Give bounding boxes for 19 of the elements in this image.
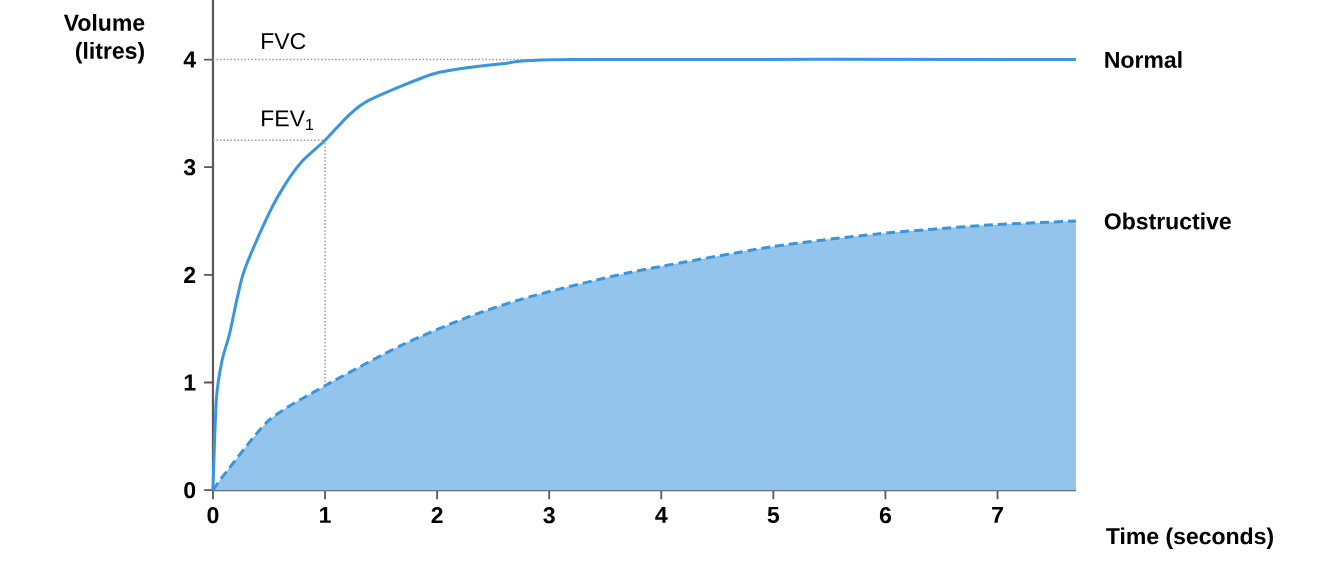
y-tick-label: 2 bbox=[184, 266, 196, 283]
y-axis-title: Volume (litres) bbox=[63, 14, 145, 64]
x-tick-label: 2 bbox=[431, 507, 443, 524]
x-tick-label: 7 bbox=[992, 507, 1003, 523]
x-tick-label: 1 bbox=[320, 507, 331, 523]
x-tick-label: 6 bbox=[879, 507, 891, 524]
x-tick-label: 5 bbox=[767, 507, 780, 524]
ref-line-label: FVC bbox=[262, 33, 306, 50]
series-label: Normal bbox=[1105, 51, 1182, 68]
y-tick-label: 0 bbox=[184, 482, 196, 499]
x-axis-title: Time (seconds) bbox=[1106, 527, 1273, 549]
y-tick-label: 1 bbox=[184, 374, 196, 391]
y-tick-label: 4 bbox=[183, 51, 196, 68]
series-label: Obstructive bbox=[1104, 212, 1231, 230]
y-tick-label: 3 bbox=[183, 159, 196, 176]
x-tick-label: 4 bbox=[655, 507, 668, 523]
ref-line-label: FEV$_{1}$ bbox=[262, 110, 314, 131]
x-tick-label: 0 bbox=[207, 507, 219, 524]
x-tick-label: 3 bbox=[543, 507, 555, 524]
